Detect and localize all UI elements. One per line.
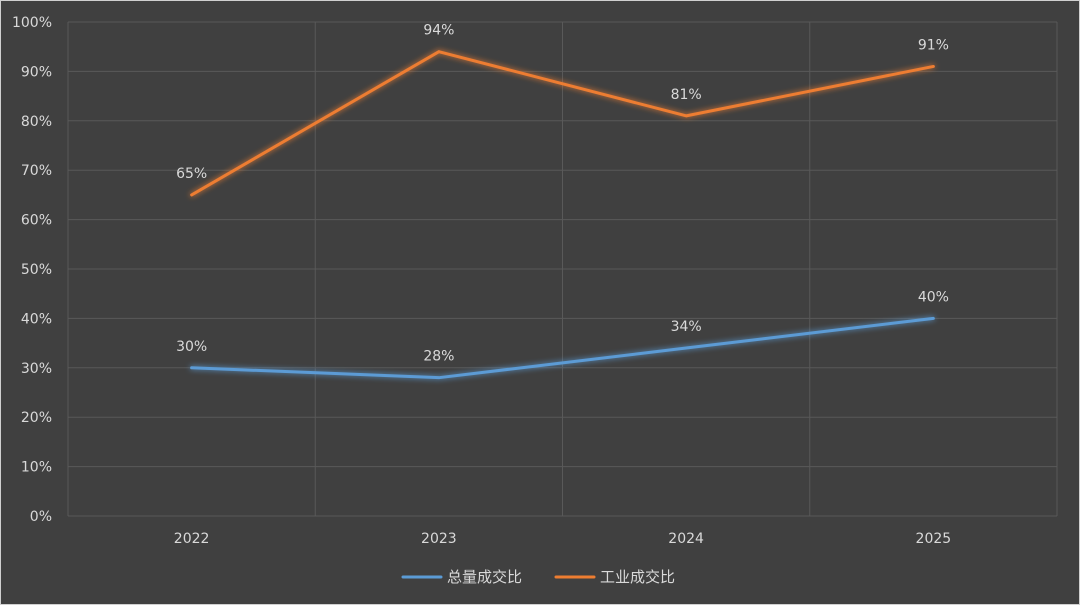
x-tick-label: 2023 [421, 531, 457, 547]
x-axis: 2022 2023 2024 2025 [174, 531, 951, 547]
y-tick-label: 50% [21, 262, 52, 278]
x-tick-label: 2022 [174, 531, 210, 547]
y-tick-label: 40% [21, 311, 52, 327]
data-label: 81% [671, 87, 702, 103]
y-tick-label: 0% [30, 509, 52, 525]
data-labels: 30% 28% 34% 40% 65% 94% 81% 91% [176, 23, 949, 365]
gridlines [67, 21, 1058, 517]
data-label: 94% [423, 23, 454, 39]
x-tick-label: 2024 [668, 531, 704, 547]
series-lines [190, 50, 935, 380]
series-line [190, 316, 935, 380]
data-label: 34% [671, 319, 702, 335]
data-label: 65% [176, 166, 207, 182]
legend-label: 总量成交比 [447, 568, 522, 586]
legend-label: 工业成交比 [600, 568, 675, 586]
x-tick-label: 2025 [916, 531, 952, 547]
y-tick-label: 10% [21, 460, 52, 476]
data-label: 28% [423, 349, 454, 365]
data-label: 30% [176, 339, 207, 355]
y-tick-label: 90% [21, 64, 52, 80]
y-tick-label: 20% [21, 410, 52, 426]
y-tick-label: 60% [21, 213, 52, 229]
data-label: 40% [918, 289, 949, 305]
legend: 总量成交比 工业成交比 [401, 568, 675, 586]
y-axis: 0% 10% 20% 30% 40% 50% 60% 70% 80% 90% 100% [12, 15, 52, 525]
data-label: 91% [918, 37, 949, 53]
y-tick-label: 70% [21, 163, 52, 179]
y-tick-label: 30% [21, 361, 52, 377]
y-tick-label: 80% [21, 114, 52, 130]
series-line [190, 50, 935, 197]
y-tick-label: 100% [12, 15, 52, 31]
